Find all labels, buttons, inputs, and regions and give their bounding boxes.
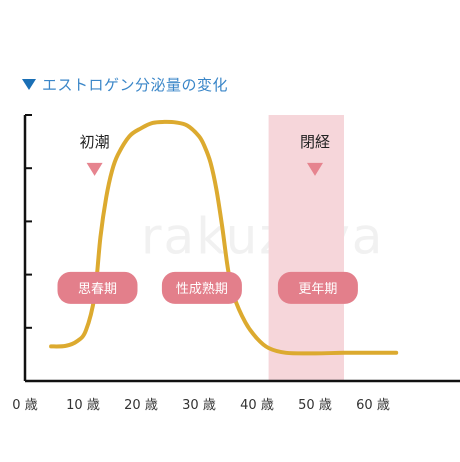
x-tick-label: 10 歳 — [66, 398, 100, 413]
menopause-band — [268, 115, 344, 381]
x-tick-label: 0 歳 — [12, 398, 37, 413]
triangle-down-icon — [86, 162, 103, 176]
stage-label: 性成熟期 — [176, 281, 228, 297]
chart-title-text: エストロゲン分泌量の変化 — [42, 76, 229, 94]
stage-label: 思春期 — [78, 282, 117, 297]
triangle-down-icon — [307, 162, 323, 176]
x-tick-label: 20 歳 — [124, 398, 158, 413]
x-tick-label: 60 歳 — [356, 398, 390, 413]
stage-pill — [277, 271, 358, 304]
x-tick-label: 50 歳 — [298, 398, 332, 413]
stage-pill — [161, 271, 242, 304]
estrogen-line — [49, 119, 399, 356]
stage-pill — [57, 271, 138, 304]
annotation-label: 初潮 — [80, 133, 110, 151]
chart-title: エストロゲン分泌量の変化 — [22, 74, 228, 95]
x-tick-label: 30 歳 — [182, 398, 216, 413]
stage-label: 更年期 — [298, 282, 337, 297]
triangle-down-icon — [22, 79, 36, 90]
watermark-text: rakuzaya — [141, 207, 384, 265]
x-tick-label: 40 歳 — [240, 398, 274, 413]
annotation-label: 閉経 — [300, 133, 330, 151]
